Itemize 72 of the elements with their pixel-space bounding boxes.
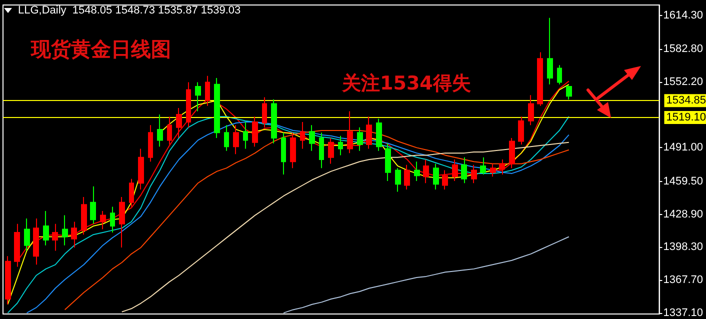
- y-tick-label: 1428.90: [663, 208, 704, 220]
- y-tick-label: 1552.20: [663, 76, 704, 88]
- candlestick: [233, 124, 239, 155]
- candlestick: [252, 116, 258, 148]
- candlestick: [71, 221, 77, 248]
- y-tick-label: 1459.50: [663, 175, 704, 188]
- y-tick-label: 1491.00: [663, 142, 704, 154]
- candlestick: [290, 132, 296, 169]
- candlestick: [319, 132, 324, 169]
- candlestick: [347, 110, 353, 154]
- candlestick: [366, 116, 372, 150]
- candlestick: [62, 214, 68, 246]
- candlestick: [214, 77, 220, 139]
- candlestick: [557, 64, 562, 85]
- candlestick: [480, 156, 486, 176]
- annotation: LLG,Daily 1548.05 1548.73 1535.87 1539.03: [18, 4, 241, 16]
- candlestick: [224, 124, 229, 152]
- candlestick: [490, 163, 496, 178]
- candlestick: [5, 256, 11, 305]
- candlestick: [452, 159, 458, 182]
- annotation: 关注1534得失: [341, 72, 471, 94]
- candlestick: [24, 218, 30, 252]
- candlestick: [243, 121, 248, 150]
- candlestick: [471, 164, 477, 184]
- line-series: [121, 142, 570, 312]
- candlestick: [281, 132, 286, 176]
- candlestick: [167, 116, 172, 145]
- y-tick-label: 1367.70: [663, 274, 704, 286]
- candlestick: [110, 206, 115, 233]
- candlestick: [442, 170, 448, 190]
- candlestick: [90, 186, 96, 224]
- y-tick-label: 1337.10: [663, 306, 704, 319]
- candlestick: [537, 52, 543, 106]
- candlestick: [528, 94, 534, 126]
- candlestick: [119, 196, 125, 248]
- text: 现货黄金日线图: [30, 37, 171, 61]
- candlestick: [338, 135, 343, 156]
- candlestick: [271, 98, 277, 144]
- candlestick: [461, 156, 467, 184]
- candlestick: [100, 210, 106, 230]
- candlestick: [376, 118, 382, 152]
- candlestick: [176, 108, 182, 139]
- candlestick: [328, 138, 334, 164]
- candlestick: [499, 159, 505, 176]
- candlestick: [357, 126, 363, 152]
- y-tick-label: 1582.80: [663, 43, 704, 56]
- candlestick: [309, 124, 315, 152]
- candlestick: [423, 159, 429, 184]
- candlestick: [566, 85, 572, 100]
- candlestick: [395, 168, 401, 192]
- candlestick: [148, 124, 153, 162]
- candlestick: [81, 196, 87, 236]
- candlestick: [52, 223, 58, 252]
- candlestick: [195, 82, 201, 112]
- candlestick: [43, 210, 49, 246]
- line-series: [283, 236, 570, 314]
- ref-line-label: 1534.85: [666, 94, 706, 107]
- candlestick: [509, 138, 515, 169]
- candlestick: [404, 164, 410, 190]
- y-tick-label: 1614.30: [663, 9, 704, 22]
- candlestick: [385, 142, 391, 182]
- candlestick: [433, 163, 439, 190]
- candlestick: [157, 114, 163, 148]
- candlestick: [300, 121, 305, 150]
- candlestick: [138, 148, 144, 190]
- candlestick: [414, 161, 420, 182]
- y-tick-label: 1398.30: [663, 241, 704, 254]
- candlestick: [262, 96, 267, 128]
- candlestick: [547, 17, 553, 85]
- candlestick: [518, 116, 524, 145]
- candlestick: [129, 178, 134, 208]
- ref-line-label: 1519.10: [666, 112, 706, 124]
